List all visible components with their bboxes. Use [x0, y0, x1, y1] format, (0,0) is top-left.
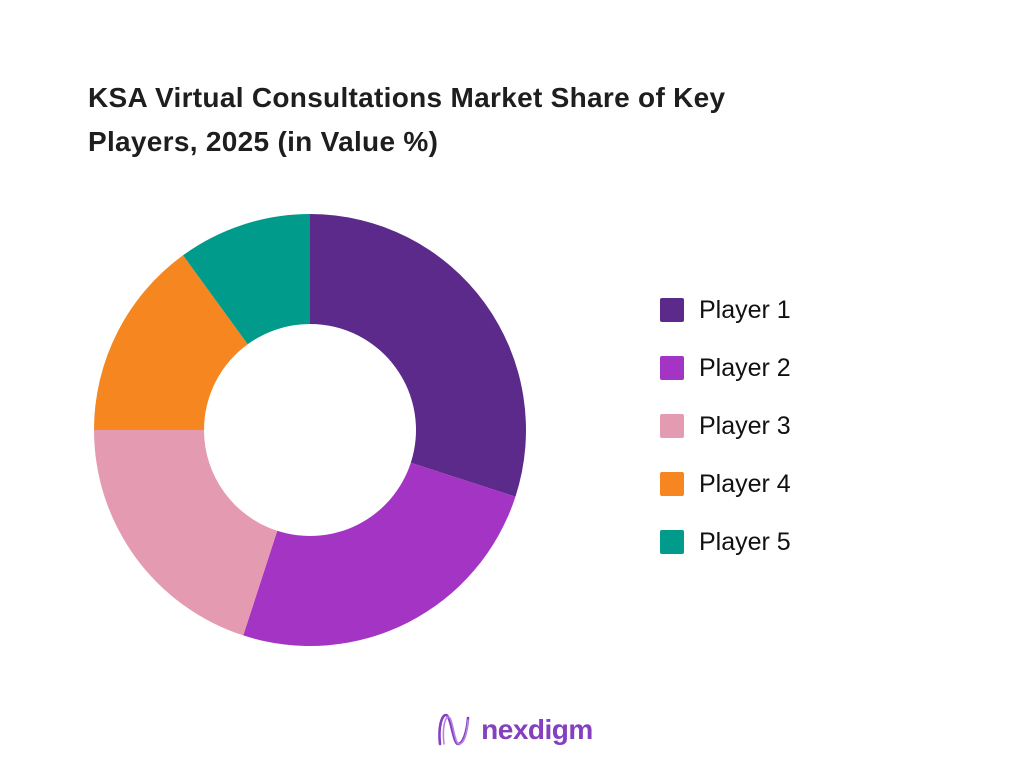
- donut-segment-player-3: [94, 430, 278, 636]
- donut-svg: [94, 214, 526, 646]
- donut-segment-player-5: [183, 214, 310, 345]
- brand-name: nexdigm: [481, 714, 593, 745]
- donut-segment-player-4: [94, 255, 248, 430]
- chart-title: KSA Virtual Consultations Market Share o…: [88, 82, 726, 158]
- legend-item: Player 2: [660, 353, 791, 383]
- legend-item: Player 1: [660, 295, 791, 325]
- legend-swatch: [660, 414, 684, 438]
- donut-segment-player-2: [243, 462, 516, 646]
- legend-swatch: [660, 298, 684, 322]
- legend-item: Player 5: [660, 527, 791, 557]
- legend-label: Player 2: [699, 353, 791, 382]
- donut-chart: [90, 210, 530, 650]
- legend-swatch: [660, 356, 684, 380]
- brand-logo: nexdigm: [0, 708, 1024, 752]
- nexdigm-logo-icon: [438, 713, 470, 746]
- legend-label: Player 3: [699, 411, 791, 440]
- chart-legend: Player 1 Player 2 Player 3 Player 4 Play…: [660, 295, 791, 585]
- legend-label: Player 1: [699, 295, 791, 324]
- legend-label: Player 4: [699, 469, 791, 498]
- legend-swatch: [660, 530, 684, 554]
- donut-segment-player-1: [310, 214, 526, 497]
- legend-item: Player 4: [660, 469, 791, 499]
- legend-swatch: [660, 472, 684, 496]
- legend-label: Player 5: [699, 527, 791, 556]
- legend-item: Player 3: [660, 411, 791, 441]
